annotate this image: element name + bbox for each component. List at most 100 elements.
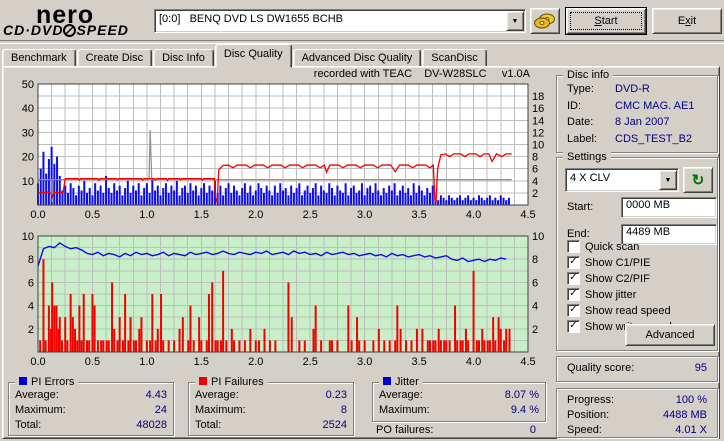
scan-speed-select[interactable]: 4 X CLV ▼	[565, 168, 679, 192]
tab-scandisc[interactable]: ScanDisc	[422, 49, 487, 68]
quality-score-value: 95	[694, 362, 707, 374]
stat-value: 9.4 %	[510, 404, 539, 416]
stat-label: Speed:	[567, 424, 602, 436]
tab-benchmark[interactable]: Benchmark	[2, 49, 76, 68]
start-button[interactable]: Start	[565, 7, 647, 35]
svg-text:4.5: 4.5	[520, 356, 535, 368]
stat-value: 4488 MB	[662, 409, 707, 421]
chevron-down-icon[interactable]: ▼	[506, 11, 524, 31]
checkbox-quick-scan[interactable]: Quick scan	[567, 240, 639, 253]
svg-text:20: 20	[22, 152, 34, 164]
stat-row: Progress: 100 %	[561, 392, 713, 407]
stat-value: 4.43	[145, 389, 167, 401]
toolbar-divider	[0, 40, 724, 44]
checkbox-show-read-speed[interactable]: ✓ Show read speed	[567, 304, 671, 317]
checkbox-label: Show jitter	[585, 288, 637, 301]
checkbox-icon[interactable]: ✓	[567, 304, 580, 317]
info-row: Label: CDS_TEST_B2	[557, 131, 717, 148]
pi-failures-stats: PI Failures Average: 0.23 Maximum: 8 Total: 2…	[188, 376, 354, 436]
svg-text:0.0: 0.0	[30, 356, 45, 368]
info-row: Type: DVD-R	[557, 81, 717, 98]
pi-errors-legend-swatch	[19, 377, 27, 385]
stat-value: 8.07 %	[504, 389, 539, 401]
advanced-button[interactable]: Advanced	[625, 324, 715, 346]
end-position-field[interactable]: 4489 MB	[621, 224, 717, 245]
po-failures-value: 0	[529, 424, 536, 436]
info-row: ID: CMC MAG. AE1	[557, 98, 717, 115]
svg-text:4.0: 4.0	[466, 356, 481, 368]
svg-text:50: 50	[22, 80, 34, 91]
checkbox-icon[interactable]: ✓	[567, 320, 580, 333]
jitter-title: Jitter	[395, 376, 419, 388]
tab-create-disc[interactable]: Create Disc	[76, 49, 153, 68]
svg-text:4: 4	[532, 301, 538, 313]
checkbox-show-jitter[interactable]: ✓ Show jitter	[567, 288, 636, 301]
svg-text:0.5: 0.5	[85, 209, 100, 221]
stat-label: Maximum:	[195, 404, 246, 416]
pi-failures-title: PI Failures	[211, 376, 264, 388]
refresh-button[interactable]: ↻	[683, 167, 713, 193]
pi-errors-stats: PI Errors Average: 4.43 Maximum: 24 Total: 48…	[8, 376, 174, 436]
checkbox-icon[interactable]: ✓	[567, 288, 580, 301]
start-position-field[interactable]: 0000 MB	[621, 197, 717, 218]
settings-group: Settings 4 X CLV ▼ ↻ Start: 0000 MB End:…	[556, 151, 718, 351]
start-position-label: Start:	[567, 201, 594, 213]
svg-text:2.5: 2.5	[303, 356, 318, 368]
cdspeed-logo-text: CD·DVD SPEED	[3, 22, 129, 38]
drive-select[interactable]: [0:0] BENQ DVD LS DW1655 BCHB ▼	[154, 9, 526, 33]
exit-button[interactable]: Exit	[652, 8, 722, 34]
jitter-stats: Jitter Average: 8.07 % Maximum: 9.4 %	[372, 376, 546, 422]
stat-row: Total: 48028	[9, 417, 173, 432]
svg-text:2.5: 2.5	[303, 209, 318, 221]
svg-text:4.5: 4.5	[520, 209, 535, 221]
tab-disc-quality[interactable]: Disc Quality	[214, 44, 292, 68]
info-value: CMC MAG. AE1	[615, 99, 695, 112]
disc-glyph-icon	[63, 24, 77, 37]
svg-text:16: 16	[532, 103, 544, 115]
pi-errors-title: PI Errors	[31, 376, 75, 388]
jitter-legend-swatch	[383, 377, 391, 385]
stat-row: Total: 2524	[189, 417, 353, 432]
stat-label: Maximum:	[379, 404, 430, 416]
eject-disc-button[interactable]	[530, 8, 560, 34]
end-position-label: End:	[567, 228, 590, 240]
stat-row: Average: 0.23	[189, 387, 353, 402]
info-row: Date: 8 Jan 2007	[557, 114, 717, 131]
svg-text:10: 10	[532, 232, 544, 243]
stat-label: Total:	[15, 419, 42, 431]
svg-text:40: 40	[22, 103, 34, 115]
chevron-down-icon[interactable]: ▼	[659, 170, 677, 190]
svg-text:3.5: 3.5	[411, 209, 426, 221]
stat-value: 24	[154, 404, 167, 416]
toolbar: nero CD·DVD SPEED [0:0] BENQ DVD LS DW165…	[0, 0, 724, 40]
checkbox-icon[interactable]: ✓	[567, 272, 580, 285]
svg-text:3.0: 3.0	[357, 209, 372, 221]
info-label: Type:	[567, 83, 594, 95]
quality-score-box: Quality score: 95	[556, 356, 718, 382]
stat-label: Progress:	[567, 394, 615, 406]
checkbox-show-c1-pie[interactable]: ✓ Show C1/PIE	[567, 256, 650, 269]
checkbox-icon[interactable]: ✓	[567, 256, 580, 269]
scan-speed-value: 4 X CLV	[570, 172, 611, 184]
checkbox-label: Show C2/PIF	[585, 272, 650, 285]
po-failures-row: PO failures: 0	[376, 424, 536, 436]
checkbox-icon[interactable]	[567, 240, 580, 253]
stat-row: Maximum: 9.4 %	[373, 402, 545, 417]
info-value: 8 Jan 2007	[615, 116, 670, 128]
svg-text:30: 30	[22, 127, 34, 139]
svg-text:4: 4	[28, 301, 34, 313]
stat-row: Average: 4.43	[9, 387, 173, 402]
drive-select-value: [0:0] BENQ DVD LS DW1655 BCHB	[159, 13, 344, 25]
svg-text:8: 8	[28, 254, 34, 266]
stat-value: 4.01 X	[675, 424, 707, 436]
stat-value: 100 %	[675, 394, 707, 406]
stat-label: Average:	[379, 389, 423, 401]
info-label: Date:	[567, 116, 594, 128]
checkbox-show-c2-pif[interactable]: ✓ Show C2/PIF	[567, 272, 650, 285]
svg-text:6: 6	[532, 277, 538, 289]
pi-failures-legend-swatch	[199, 377, 207, 385]
stat-label: Maximum:	[15, 404, 66, 416]
stat-row: Speed: 4.01 X	[561, 422, 713, 437]
svg-text:3.5: 3.5	[411, 356, 426, 368]
